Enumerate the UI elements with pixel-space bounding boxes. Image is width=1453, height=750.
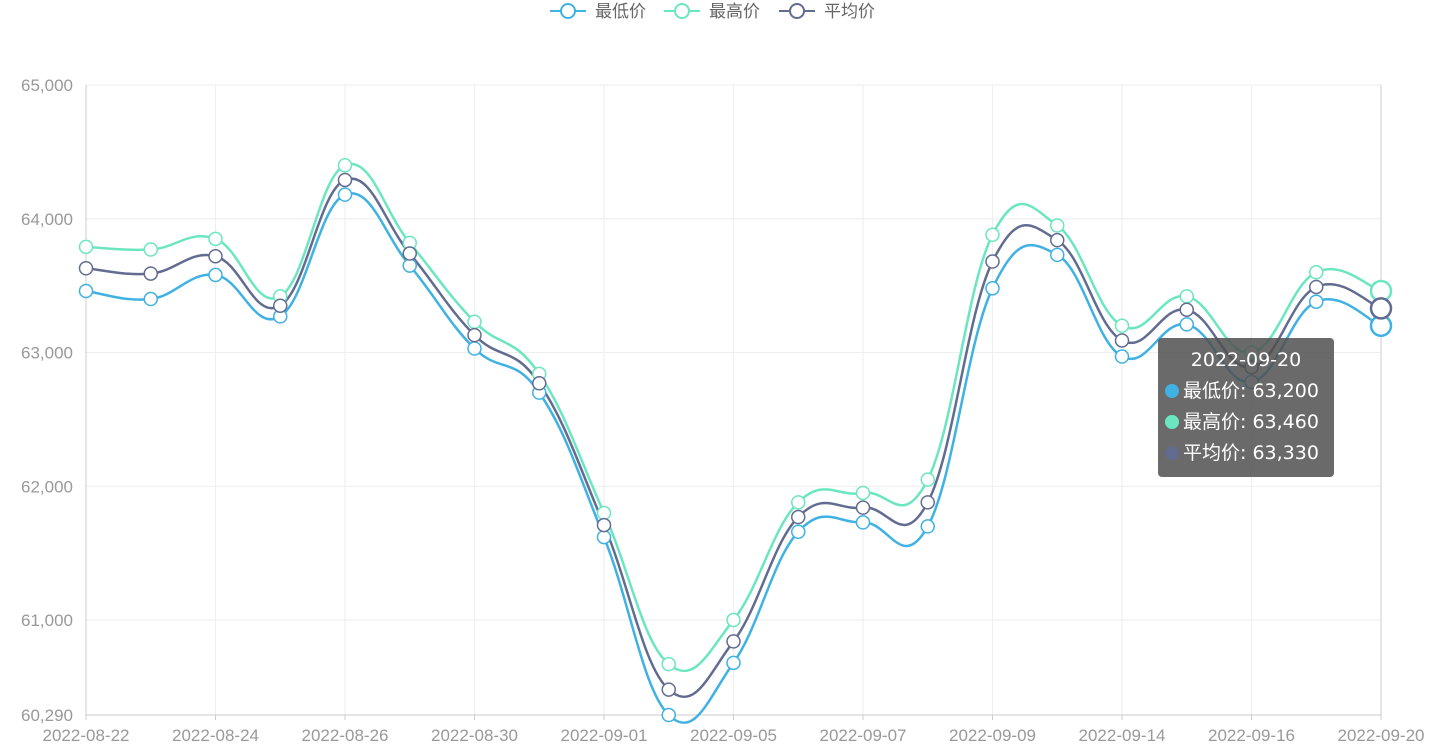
- data-point[interactable]: [143, 242, 158, 257]
- data-point[interactable]: [791, 495, 806, 510]
- legend-label[interactable]: 最高价: [709, 2, 760, 22]
- x-tick-label: 2022-09-01: [561, 726, 648, 745]
- tooltip-text-max: 最高价: 63,460: [1183, 411, 1319, 433]
- y-tick-label: 65,000: [21, 76, 73, 95]
- data-point[interactable]: [402, 258, 417, 273]
- data-point[interactable]: [726, 612, 741, 628]
- data-point[interactable]: [1050, 218, 1065, 233]
- y-tick-label: 63,000: [21, 344, 73, 363]
- tooltip: 2022-09-20 最低价: 63,200 最高价: 63,460 平均价: …: [1158, 338, 1334, 477]
- tooltip-title: 2022-09-20: [1190, 349, 1302, 371]
- x-tick-label: 2022-09-16: [1208, 726, 1295, 745]
- data-point[interactable]: [985, 227, 1000, 243]
- data-point[interactable]: [1114, 333, 1130, 348]
- tooltip-dot-min: [1165, 384, 1179, 398]
- y-tick-label: 64,000: [21, 210, 73, 229]
- data-point[interactable]: [208, 248, 223, 264]
- data-point[interactable]: [1114, 349, 1130, 364]
- x-tick-label: 2022-09-05: [690, 726, 777, 745]
- legend-label[interactable]: 平均价: [824, 2, 875, 22]
- data-point[interactable]: [1309, 294, 1324, 309]
- data-point[interactable]: [1179, 302, 1194, 317]
- data-point[interactable]: [661, 656, 676, 672]
- data-point[interactable]: [1309, 279, 1324, 295]
- data-point[interactable]: [143, 291, 158, 307]
- data-point[interactable]: [596, 505, 612, 521]
- x-tick-label: 2022-09-14: [1079, 726, 1166, 745]
- data-point[interactable]: [208, 267, 223, 283]
- data-point[interactable]: [596, 517, 612, 533]
- axes: 60,290 61,000 62,000 63,000 64,000 65,000 2022…: [21, 76, 1424, 745]
- x-tick-label: 2022-08-22: [43, 726, 130, 745]
- data-point[interactable]: [1369, 297, 1393, 320]
- data-point[interactable]: [467, 314, 482, 330]
- data-point[interactable]: [78, 239, 94, 255]
- data-point[interactable]: [532, 376, 547, 391]
- data-point[interactable]: [1050, 232, 1065, 248]
- data-point[interactable]: [337, 187, 353, 202]
- legend-marker[interactable]: [789, 3, 805, 19]
- tooltip-row-max: 最高价: 63,460: [1158, 407, 1334, 438]
- data-point[interactable]: [985, 281, 1000, 296]
- data-point[interactable]: [1309, 265, 1324, 280]
- data-point[interactable]: [467, 341, 482, 356]
- data-point[interactable]: [855, 485, 871, 501]
- x-tick-label: 2022-09-07: [820, 726, 907, 745]
- legend-marker[interactable]: [674, 3, 690, 19]
- data-point[interactable]: [791, 509, 806, 525]
- data-point[interactable]: [143, 266, 158, 281]
- tooltip-text-min: 最低价: 63,200: [1183, 380, 1319, 402]
- tooltip-row-min: 最低价: 63,200: [1158, 376, 1334, 407]
- data-point[interactable]: [791, 524, 806, 540]
- tooltip-text-avg: 平均价: 63,330: [1183, 442, 1319, 464]
- data-point[interactable]: [1050, 247, 1065, 263]
- legend[interactable]: 最低价 最高价 平均价: [550, 2, 875, 22]
- x-tick-label: 2022-09-20: [1338, 726, 1425, 745]
- y-tick-label: 61,000: [21, 611, 73, 630]
- tooltip-row-avg: 平均价: 63,330: [1158, 438, 1334, 469]
- data-point[interactable]: [1179, 317, 1194, 332]
- data-point[interactable]: [402, 246, 417, 261]
- tooltip-dot-avg: [1165, 446, 1179, 460]
- data-point[interactable]: [208, 231, 223, 247]
- x-tick-label: 2022-08-24: [172, 726, 259, 745]
- legend-label[interactable]: 最低价: [595, 2, 646, 22]
- data-point[interactable]: [661, 682, 676, 697]
- tooltip-dot-max: [1165, 415, 1179, 429]
- y-tick-label: 60,290: [21, 706, 73, 725]
- data-point[interactable]: [726, 634, 741, 649]
- data-point[interactable]: [78, 260, 94, 276]
- data-point[interactable]: [855, 515, 871, 530]
- data-point[interactable]: [920, 495, 935, 510]
- y-tick-label: 62,000: [21, 477, 73, 496]
- data-point[interactable]: [78, 283, 94, 299]
- legend-marker[interactable]: [560, 3, 576, 19]
- x-tick-label: 2022-08-30: [431, 726, 518, 745]
- data-point[interactable]: [596, 529, 612, 545]
- data-point[interactable]: [661, 707, 676, 723]
- data-point[interactable]: [467, 327, 482, 343]
- data-point[interactable]: [1179, 289, 1194, 304]
- data-point[interactable]: [337, 172, 353, 188]
- data-point[interactable]: [273, 298, 288, 313]
- data-point[interactable]: [726, 655, 741, 671]
- data-point[interactable]: [920, 519, 935, 534]
- x-tick-label: 2022-09-09: [949, 726, 1036, 745]
- data-point[interactable]: [920, 472, 935, 487]
- data-point[interactable]: [985, 254, 1000, 269]
- x-tick-label: 2022-08-26: [302, 726, 389, 745]
- data-point[interactable]: [337, 158, 353, 173]
- data-point[interactable]: [855, 500, 871, 515]
- data-point[interactable]: [1114, 318, 1130, 334]
